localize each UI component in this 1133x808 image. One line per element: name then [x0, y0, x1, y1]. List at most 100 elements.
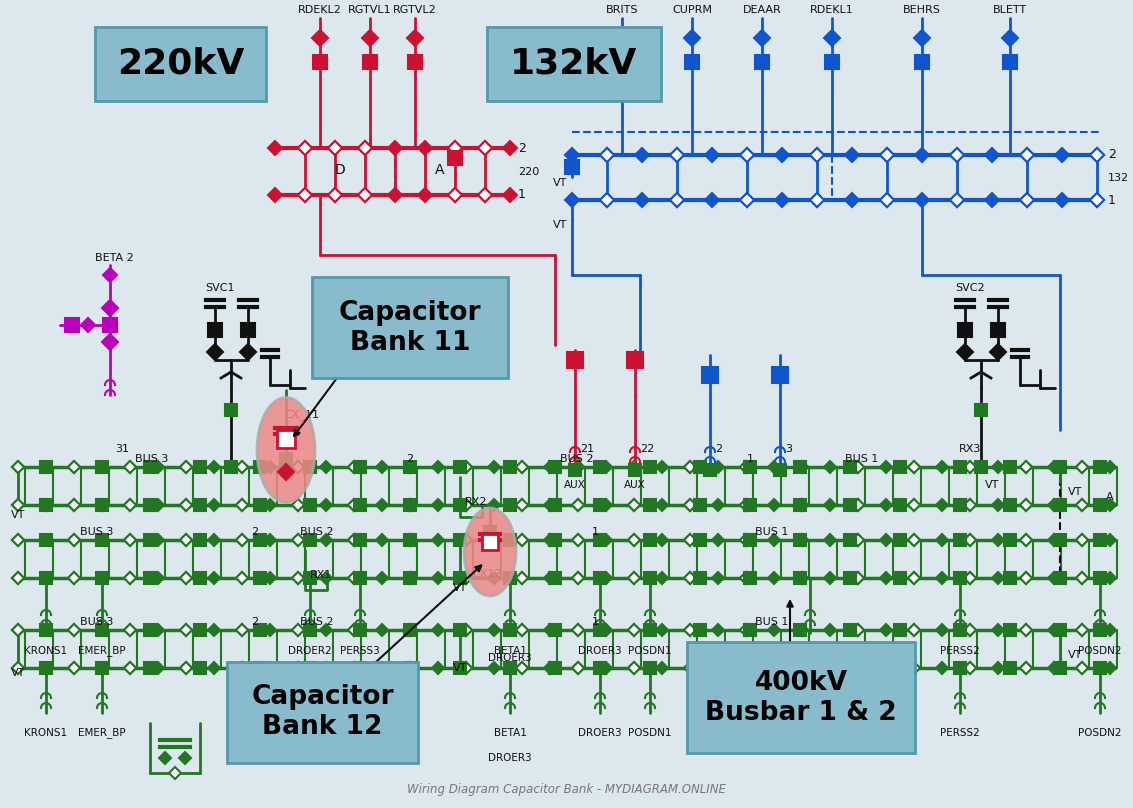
Polygon shape	[656, 624, 668, 636]
Bar	[194, 572, 206, 584]
Polygon shape	[102, 300, 118, 316]
Polygon shape	[852, 499, 864, 511]
Bar	[594, 662, 606, 674]
Bar	[353, 662, 366, 674]
Polygon shape	[712, 499, 724, 511]
Polygon shape	[684, 461, 696, 473]
Polygon shape	[796, 662, 808, 674]
Polygon shape	[964, 572, 976, 584]
Polygon shape	[448, 188, 462, 202]
Polygon shape	[123, 499, 136, 511]
Bar	[1054, 499, 1066, 511]
Polygon shape	[1020, 193, 1034, 207]
Polygon shape	[96, 572, 108, 584]
Polygon shape	[269, 141, 282, 155]
Polygon shape	[404, 461, 416, 473]
Polygon shape	[516, 461, 528, 473]
Polygon shape	[478, 141, 492, 155]
Ellipse shape	[257, 398, 315, 503]
Polygon shape	[1076, 461, 1088, 473]
Polygon shape	[908, 534, 920, 546]
Polygon shape	[1104, 461, 1116, 473]
Text: DROER3: DROER3	[488, 653, 531, 663]
Polygon shape	[376, 534, 387, 546]
Text: POSDN1: POSDN1	[629, 728, 672, 738]
Bar	[353, 534, 366, 546]
Polygon shape	[264, 624, 276, 636]
Polygon shape	[478, 141, 492, 155]
Polygon shape	[628, 499, 640, 511]
Text: BUS 3: BUS 3	[135, 454, 169, 464]
Text: VT: VT	[553, 220, 566, 230]
Polygon shape	[1020, 534, 1032, 546]
Polygon shape	[96, 624, 108, 636]
Polygon shape	[488, 499, 500, 511]
FancyBboxPatch shape	[227, 662, 418, 763]
Polygon shape	[796, 499, 808, 511]
Polygon shape	[964, 624, 976, 636]
Bar	[825, 55, 840, 69]
Polygon shape	[358, 188, 372, 202]
Bar	[40, 662, 52, 674]
Bar	[40, 572, 52, 584]
Polygon shape	[936, 624, 948, 636]
Polygon shape	[320, 624, 332, 636]
Bar	[1004, 499, 1016, 511]
Polygon shape	[796, 461, 808, 473]
Polygon shape	[1076, 662, 1088, 674]
Polygon shape	[123, 572, 136, 584]
Bar	[96, 461, 108, 473]
Bar	[504, 499, 516, 511]
Text: VT: VT	[11, 510, 25, 520]
Polygon shape	[915, 148, 929, 162]
Bar	[565, 160, 579, 174]
Polygon shape	[936, 662, 948, 674]
Polygon shape	[670, 193, 684, 207]
Polygon shape	[544, 461, 556, 473]
Polygon shape	[908, 534, 920, 546]
Text: 2: 2	[252, 617, 258, 627]
Bar	[353, 461, 366, 473]
Polygon shape	[824, 461, 836, 473]
Polygon shape	[936, 499, 948, 511]
Polygon shape	[1104, 572, 1116, 584]
Polygon shape	[292, 662, 304, 674]
Bar	[504, 461, 516, 473]
Bar	[194, 662, 206, 674]
Bar	[844, 572, 857, 584]
Polygon shape	[993, 624, 1004, 636]
Text: BUS 1: BUS 1	[755, 527, 789, 537]
Text: CX_11: CX_11	[284, 410, 320, 420]
Polygon shape	[908, 572, 920, 584]
Bar	[794, 461, 806, 473]
Polygon shape	[432, 662, 444, 674]
Bar	[144, 461, 156, 473]
Polygon shape	[572, 572, 583, 584]
Bar	[594, 461, 606, 473]
Bar	[1054, 624, 1066, 636]
Polygon shape	[236, 572, 248, 584]
Polygon shape	[544, 572, 556, 584]
Polygon shape	[880, 662, 892, 674]
Bar	[702, 367, 718, 383]
Polygon shape	[40, 461, 52, 473]
Polygon shape	[478, 188, 492, 202]
Polygon shape	[103, 268, 117, 282]
Polygon shape	[768, 534, 780, 546]
Polygon shape	[348, 624, 360, 636]
Polygon shape	[852, 499, 864, 511]
Polygon shape	[565, 148, 579, 162]
Polygon shape	[269, 188, 282, 202]
Text: 1: 1	[591, 617, 598, 627]
Text: Capacitor
Bank 12: Capacitor Bank 12	[252, 684, 394, 740]
Polygon shape	[600, 193, 614, 207]
Text: 132: 132	[1108, 173, 1130, 183]
Polygon shape	[1076, 572, 1088, 584]
Bar	[894, 662, 906, 674]
Polygon shape	[796, 534, 808, 546]
Bar	[954, 534, 966, 546]
Bar	[644, 499, 656, 511]
Bar	[484, 526, 496, 538]
Polygon shape	[358, 188, 372, 202]
Polygon shape	[908, 461, 920, 473]
